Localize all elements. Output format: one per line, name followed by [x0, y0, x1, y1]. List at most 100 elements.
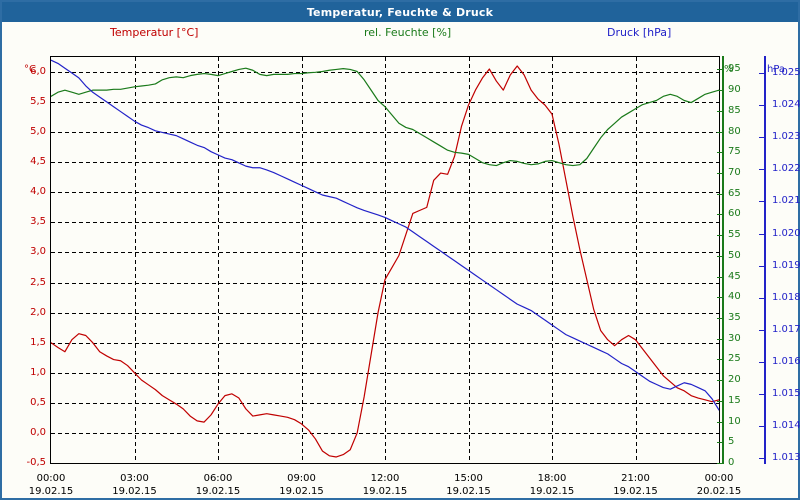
- humidity-tick-label: 20: [728, 374, 741, 386]
- x-tick-date: 19.02.15: [362, 486, 408, 497]
- temperature-tick-label: 5,0: [30, 126, 46, 138]
- x-tick-time: 03:00: [120, 473, 149, 484]
- plot-area: [50, 56, 720, 464]
- humidity-tick-mark: [717, 338, 722, 340]
- humidity-tick-mark: [717, 380, 722, 382]
- temperature-tick-label: 3,5: [30, 216, 46, 228]
- pressure-tick-label: 1.024: [772, 99, 800, 111]
- pressure-tick-mark: [759, 137, 764, 139]
- humidity-line: [51, 67, 719, 167]
- x-tick-date: 19.02.15: [28, 486, 74, 497]
- pressure-tick-mark: [759, 458, 764, 460]
- x-tick-label: 09:00 19.02.15: [262, 472, 342, 498]
- humidity-tick-mark: [717, 193, 722, 195]
- humidity-tick-mark: [717, 152, 722, 154]
- axis-unit-hpa: hPa: [767, 64, 786, 75]
- humidity-tick-label: 55: [728, 229, 741, 241]
- pressure-tick-mark: [759, 105, 764, 107]
- x-tick-time: 12:00: [370, 473, 400, 484]
- x-tick-date: 19.02.15: [112, 486, 157, 497]
- x-axis-labels: 00:00 19.02.15 03:00 19.02.15 06:00 19.02.15 0…: [2, 468, 798, 498]
- humidity-tick-mark: [717, 276, 722, 278]
- humidity-tick-label: 0: [728, 457, 735, 468]
- legend-pressure: Druck [hPa]: [607, 26, 672, 39]
- x-tick-label: 21:00 19.02.15: [596, 472, 676, 498]
- pressure-tick-mark: [759, 233, 764, 235]
- pressure-tick-mark: [759, 169, 764, 171]
- pressure-tick-mark: [759, 201, 764, 203]
- humidity-tick-label: 5: [728, 436, 735, 448]
- pressure-tick-label: 1.016: [772, 355, 800, 367]
- temperature-tick-label: -0,5: [26, 457, 46, 468]
- x-tick-label: 18:00 19.02.15: [512, 472, 592, 498]
- temperature-tick-label: 4,0: [30, 186, 46, 198]
- pressure-tick-mark: [759, 426, 764, 428]
- x-tick-date: 19.02.15: [195, 486, 241, 497]
- temperature-axis-labels: 6,0 5,5 5,0 4,5 4,0 3,5 3,0 2,5 2,0 1,5 1,0 0,5 0,0 -…: [2, 22, 46, 498]
- humidity-tick-label: 10: [728, 415, 741, 427]
- humidity-tick-mark: [717, 69, 722, 71]
- x-tick-label: 12:00 19.02.15: [345, 472, 425, 498]
- chart-canvas: Temperatur [°C] rel. Feuchte [%] Druck […: [2, 22, 800, 498]
- pressure-line: [51, 59, 719, 411]
- pressure-tick-mark: [759, 73, 764, 75]
- window-titlebar: Temperatur, Feuchte & Druck: [2, 2, 798, 22]
- humidity-tick-mark: [717, 90, 722, 92]
- humidity-tick-label: 30: [728, 332, 741, 344]
- x-tick-date: 20.02.15: [696, 486, 742, 497]
- humidity-tick-label: 80: [728, 125, 741, 137]
- humidity-axis-line: [722, 56, 724, 464]
- humidity-tick-mark: [717, 235, 722, 237]
- x-tick-label: 15:00 19.02.15: [429, 472, 509, 498]
- humidity-tick-label: 25: [728, 353, 741, 365]
- x-tick-date: 19.02.15: [279, 486, 324, 497]
- pressure-tick-mark: [759, 329, 764, 331]
- pressure-axis-labels: 1.025 1.024 1.023 1.022 1.021 1.020 1.019 1.018…: [772, 22, 800, 498]
- legend-temperature: Temperatur [°C]: [110, 26, 199, 39]
- pressure-tick-label: 1.017: [772, 323, 800, 335]
- x-tick-time: 18:00: [537, 473, 567, 484]
- pressure-tick-mark: [759, 265, 764, 267]
- x-tick-date: 19.02.15: [529, 486, 575, 497]
- humidity-tick-mark: [717, 318, 722, 319]
- x-tick-date: 19.02.15: [613, 486, 658, 497]
- humidity-tick-label: 95: [728, 63, 741, 75]
- pressure-axis-line: [764, 56, 766, 464]
- temperature-tick-label: 2,0: [30, 306, 46, 318]
- pressure-tick-label: 1.023: [772, 131, 800, 143]
- pressure-tick-label: 1.025: [772, 67, 800, 79]
- x-tick-time: 00:00: [36, 473, 66, 484]
- axis-unit-percent: %: [724, 64, 734, 75]
- humidity-tick-label: 60: [728, 208, 741, 220]
- humidity-tick-label: 70: [728, 167, 741, 178]
- pressure-tick-label: 1.022: [772, 163, 800, 175]
- temperature-tick-label: 5,5: [30, 96, 46, 108]
- temperature-tick-label: 0,5: [30, 396, 46, 408]
- x-tick-label: 00:00 20.02.15: [679, 472, 759, 498]
- humidity-tick-label: 85: [728, 104, 741, 116]
- humidity-tick-mark: [717, 131, 722, 133]
- temperature-tick-label: 6,0: [30, 66, 46, 78]
- humidity-tick-label: 15: [728, 394, 741, 406]
- humidity-tick-label: 35: [728, 312, 741, 323]
- x-tick-time: 21:00: [621, 473, 650, 484]
- humidity-tick-mark: [717, 359, 722, 361]
- humidity-tick-label: 40: [728, 291, 741, 303]
- temperature-tick-label: 1,0: [30, 366, 46, 378]
- temperature-tick-label: 2,5: [30, 276, 46, 288]
- x-tick-time: 06:00: [203, 473, 233, 484]
- humidity-axis-labels: 95 90 85 80 75 70 65 60 55 50 45 40 35 30 25 20 15 10 5 0: [728, 22, 768, 498]
- humidity-tick-mark: [717, 214, 722, 216]
- temperature-tick-label: 1,5: [30, 336, 46, 348]
- humidity-tick-mark: [717, 110, 722, 112]
- humidity-tick-label: 65: [728, 187, 741, 199]
- pressure-tick-label: 1.014: [772, 420, 800, 432]
- humidity-tick-mark: [717, 400, 722, 402]
- humidity-tick-mark: [717, 442, 722, 444]
- plot-svg: [51, 57, 719, 463]
- pressure-tick-mark: [759, 393, 764, 395]
- humidity-tick-label: 90: [728, 84, 741, 96]
- humidity-tick-mark: [717, 463, 722, 464]
- x-tick-time: 15:00: [454, 473, 483, 484]
